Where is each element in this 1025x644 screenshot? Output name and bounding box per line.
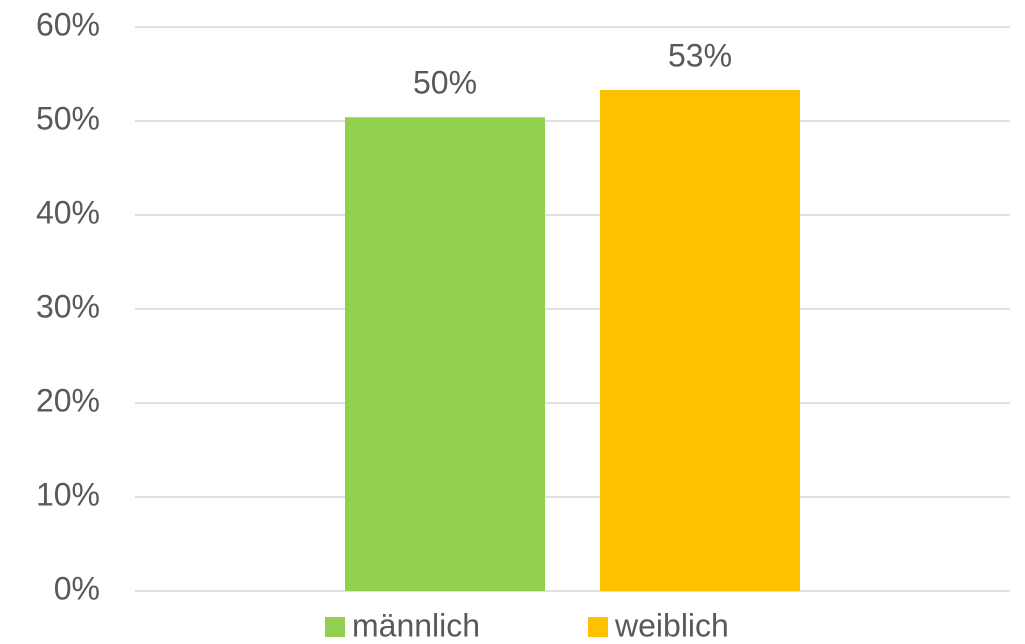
y-tick-label: 0%	[54, 570, 100, 606]
data-label: 50%	[413, 65, 477, 101]
data-label: 53%	[668, 37, 732, 73]
bar	[600, 89, 800, 591]
y-tick-label: 50%	[36, 100, 100, 136]
legend-label: männlich	[352, 607, 480, 643]
legend-swatch	[325, 617, 345, 637]
y-tick-label: 60%	[36, 6, 100, 42]
legend-swatch	[588, 617, 608, 637]
y-tick-label: 40%	[36, 194, 100, 230]
y-tick-label: 20%	[36, 382, 100, 418]
bar	[345, 117, 545, 592]
y-tick-label: 10%	[36, 476, 100, 512]
y-tick-label: 30%	[36, 288, 100, 324]
legend-label: weiblich	[614, 607, 729, 643]
